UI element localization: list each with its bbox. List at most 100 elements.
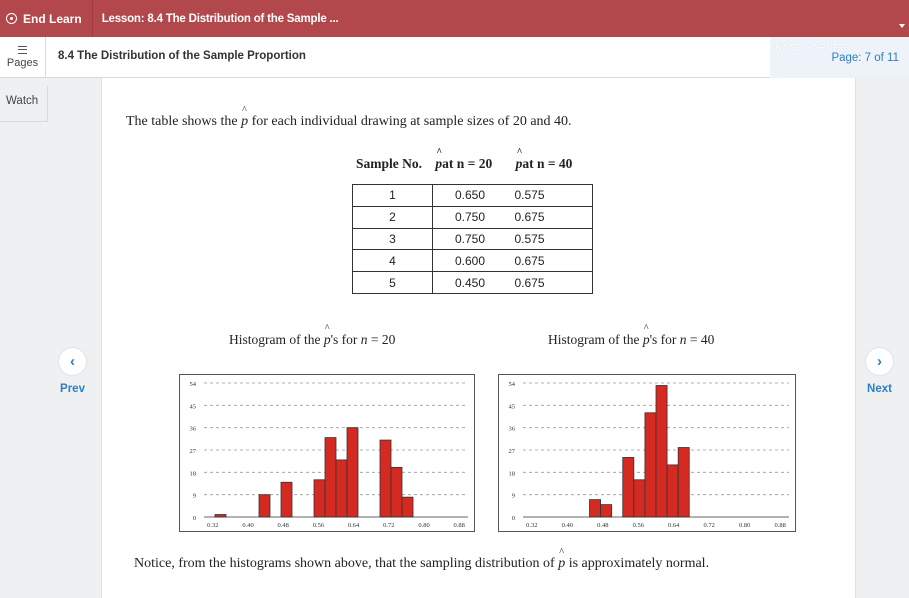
table-header-sample: Sample No.	[356, 156, 423, 171]
histogram-bar	[335, 459, 348, 518]
hist1-title: Histogram of the p's for n = 20	[229, 323, 396, 348]
table-cell: 0.600	[432, 249, 513, 273]
intro-after: for each individual drawing at sample si…	[251, 114, 572, 129]
hist1-title-n: n	[360, 332, 368, 347]
pages-button[interactable]: Pages	[0, 37, 46, 78]
histogram-bar	[666, 464, 679, 518]
x-tick-label: 0.40	[242, 522, 253, 529]
histogram-n40: 0 9 18 27 36 45 54 0.32 0.40 0.48 0.56 0.64 0.72 0.80…	[498, 374, 796, 532]
histogram-bar	[390, 466, 403, 518]
hist2-title-after: = 40	[689, 332, 715, 347]
table-header-n40: p at n = 40	[516, 147, 583, 172]
histogram-bar	[600, 504, 613, 518]
prev-button[interactable]: ‹ Prev	[59, 348, 86, 395]
histogram-n20-plot: 0 9 18 27 36 45 54 0.32 0.40 0.48 0.56 0.64 0.72 0.80…	[190, 381, 468, 529]
x-tick-label: 0.48	[278, 522, 289, 529]
hist1-title-after: = 20	[370, 332, 396, 347]
p-hat-symbol: p	[558, 547, 565, 572]
y-tick-label: 45	[190, 403, 197, 410]
hamburger-icon	[18, 46, 27, 54]
histogram-n20: 0 9 18 27 36 45 54 0.32 0.40 0.48 0.56 0.64 0.72 0.80…	[179, 374, 475, 532]
table-cell: 0.675	[512, 206, 593, 229]
sample-table: 1 0.650 0.575 2 0.750 0.675 3 0.750 0.575 4 0.600 0…	[352, 184, 593, 294]
table-cell: 0.575	[512, 228, 593, 251]
x-tick-label: 0.88	[774, 522, 785, 529]
dropdown-caret-icon[interactable]	[899, 24, 905, 28]
chevron-right-icon: ›	[866, 348, 893, 375]
hist2-title-before: Histogram of the	[548, 332, 640, 347]
hist2-title-n: n	[679, 332, 687, 347]
y-tick-label: 27	[190, 448, 197, 455]
histogram-bar	[644, 412, 657, 518]
table-cell: 0.575	[512, 184, 593, 207]
top-bar: End Learn Lesson: 8.4 The Distribution o…	[0, 0, 909, 37]
y-tick-label: 27	[509, 448, 516, 455]
x-tick-label: 0.56	[313, 522, 325, 529]
histogram-bar	[324, 437, 337, 518]
conclusion-after: is approximately normal.	[568, 556, 710, 571]
hist1-title-before: Histogram of the	[229, 332, 321, 347]
pages-label: Pages	[6, 57, 39, 69]
table-cell: 0.650	[432, 184, 513, 207]
watch-tab[interactable]: Watch	[0, 86, 48, 122]
x-tick-label: 0.32	[207, 522, 218, 529]
next-label: Next	[867, 383, 892, 395]
end-learn-button[interactable]: End Learn	[0, 0, 93, 37]
y-tick-label: 9	[512, 493, 515, 500]
conclusion-text: Notice, from the histograms shown above,…	[134, 547, 710, 572]
x-tick-label: 0.32	[526, 522, 537, 529]
user-name: KATE HARNER	[775, 43, 848, 54]
x-tick-label: 0.80	[418, 522, 429, 529]
y-tick-label: 18	[190, 470, 197, 477]
table-header-row: Sample No. p at n = 20 p at n = 40	[356, 147, 592, 172]
table-cell: 0.675	[512, 271, 593, 294]
next-button[interactable]: › Next	[866, 348, 893, 395]
x-tick-label: 0.40	[562, 522, 573, 529]
lesson-title: Lesson: 8.4 The Distribution of the Samp…	[101, 12, 339, 25]
intro-before: The table shows the	[126, 114, 238, 129]
y-tick-label: 54	[509, 381, 516, 388]
histogram-bar	[280, 481, 293, 518]
x-tick-label: 0.88	[454, 522, 465, 529]
table-cell: 0.675	[512, 249, 593, 273]
page-indicator: Page: 7 of 11	[831, 52, 899, 64]
table-cell: 2	[352, 206, 433, 229]
hist2-title: Histogram of the p's for n = 40	[548, 323, 715, 348]
p-hat-symbol: p	[241, 105, 248, 130]
x-tick-label: 0.64	[668, 522, 680, 529]
x-tick-label: 0.48	[597, 522, 608, 529]
table-row: 4 0.600 0.675	[352, 249, 593, 273]
histogram-bar	[313, 479, 326, 518]
y-tick-label: 54	[190, 381, 197, 388]
y-tick-label: 45	[509, 403, 516, 410]
table-row: 3 0.750 0.575	[352, 228, 593, 251]
histogram-n40-plot: 0 9 18 27 36 45 54 0.32 0.40 0.48 0.56 0.64 0.72 0.80…	[509, 381, 789, 529]
histogram-bar	[589, 499, 601, 518]
table-cell: 4	[352, 249, 433, 273]
p-hat-symbol: p	[643, 323, 650, 348]
table-cell: 1	[352, 184, 433, 207]
y-tick-label: 36	[190, 426, 197, 433]
end-learn-label: End Learn	[23, 11, 82, 26]
table-cell: 0.750	[432, 228, 513, 251]
x-tick-label: 0.72	[383, 522, 394, 529]
y-tick-label: 18	[509, 470, 516, 477]
table-cell: 0.450	[432, 271, 513, 294]
intro-text: The table shows the p for each individua…	[126, 105, 572, 130]
prev-label: Prev	[60, 383, 85, 395]
x-tick-label: 0.80	[739, 522, 750, 529]
histogram-bar	[379, 439, 392, 518]
page-title: 8.4 The Distribution of the Sample Propo…	[58, 50, 306, 62]
conclusion-before: Notice, from the histograms shown above,…	[134, 556, 555, 571]
table-cell: 3	[352, 228, 433, 251]
histogram-bar	[677, 447, 690, 518]
table-cell: 5	[352, 271, 433, 294]
y-tick-label: 0	[512, 515, 515, 522]
x-tick-label: 0.64	[348, 522, 360, 529]
p-hat-symbol: p	[324, 323, 331, 348]
histogram-bar	[633, 479, 646, 518]
x-tick-label: 0.72	[704, 522, 715, 529]
y-tick-label: 9	[193, 493, 196, 500]
table-header-n20: p at n = 20	[435, 147, 502, 172]
y-tick-label: 36	[509, 426, 516, 433]
